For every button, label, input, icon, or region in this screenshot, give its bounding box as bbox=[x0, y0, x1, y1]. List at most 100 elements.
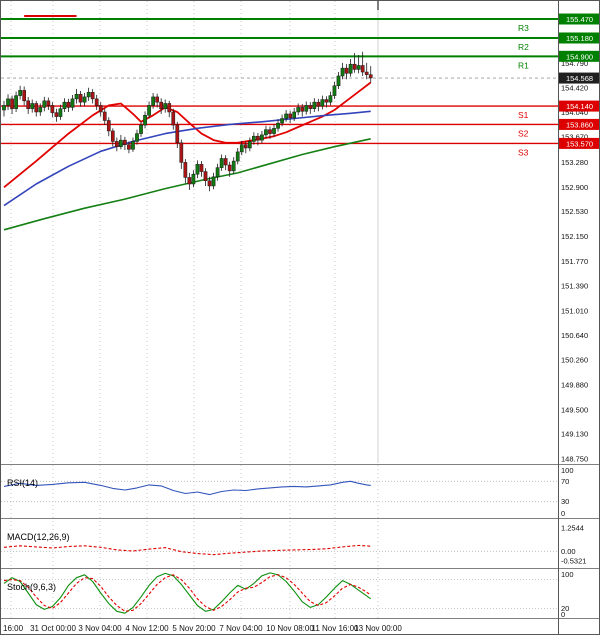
price-axis-label: 151.010 bbox=[561, 307, 588, 316]
candle-body bbox=[147, 105, 151, 116]
candle-body bbox=[348, 63, 353, 74]
time-axis-label: 4 Nov 12:00 bbox=[125, 624, 169, 633]
candle-body bbox=[284, 113, 288, 119]
candle-body bbox=[227, 164, 232, 172]
indicator-line bbox=[3, 544, 371, 556]
price-badge bbox=[559, 118, 599, 130]
candle-body bbox=[26, 100, 31, 109]
candle-body bbox=[312, 101, 317, 109]
indicator-axis-label: 30 bbox=[561, 497, 569, 506]
ma-slow-green bbox=[3, 138, 371, 231]
candle-body bbox=[135, 133, 139, 142]
candle-body bbox=[46, 100, 51, 106]
price-badge-text: 153.860 bbox=[566, 120, 593, 129]
candle-body bbox=[272, 128, 276, 134]
candle-body bbox=[320, 99, 325, 107]
candle-body bbox=[10, 98, 14, 109]
candle-body bbox=[119, 139, 123, 147]
price-axis-label: 154.420 bbox=[561, 83, 588, 92]
candle-body bbox=[18, 90, 22, 96]
pivot-label-r2: R2 bbox=[518, 42, 529, 52]
time-axis-label: 5 Nov 20:00 bbox=[172, 624, 216, 633]
candle-body bbox=[308, 105, 313, 109]
candle-body bbox=[2, 105, 6, 111]
candle-body bbox=[195, 164, 200, 175]
candle-body bbox=[139, 124, 143, 134]
candle-body bbox=[70, 98, 75, 108]
candle-body bbox=[14, 95, 18, 109]
candle-body bbox=[183, 162, 188, 178]
candle-body bbox=[143, 115, 147, 126]
candle-body bbox=[127, 144, 131, 150]
ma-mid-blue bbox=[3, 110, 371, 207]
candle-body bbox=[280, 118, 284, 124]
price-axis-label: 152.900 bbox=[561, 183, 588, 192]
candle-body bbox=[155, 96, 159, 103]
candle-body bbox=[171, 111, 176, 126]
candle-body bbox=[163, 103, 168, 109]
candle-body bbox=[256, 135, 260, 141]
price-axis-label: 154.790 bbox=[561, 59, 588, 68]
indicator-axis-label: 0.00 bbox=[561, 547, 576, 556]
price-axis-label: 150.640 bbox=[561, 331, 588, 340]
price-badge bbox=[559, 72, 599, 84]
candle-body bbox=[199, 164, 204, 172]
candle-body bbox=[114, 141, 119, 147]
indicator-axis-label: 100 bbox=[561, 570, 574, 579]
candle-body bbox=[167, 103, 172, 113]
candle-body bbox=[106, 120, 111, 132]
candle-body bbox=[110, 130, 115, 142]
candle-body bbox=[252, 135, 256, 142]
price-badge-text: 153.570 bbox=[566, 139, 593, 148]
indicator-axis-label: 0 bbox=[561, 610, 565, 619]
price-badge bbox=[559, 32, 599, 44]
time-axis-label: 3 Nov 04:00 bbox=[78, 624, 122, 633]
candle-body bbox=[304, 105, 309, 112]
time-axis-label: 10 Nov 08:00 bbox=[266, 624, 314, 633]
price-badge-text: 154.568 bbox=[566, 74, 593, 83]
candle-body bbox=[54, 112, 59, 117]
ma-fast-red bbox=[3, 81, 372, 188]
price-badge bbox=[559, 50, 599, 62]
candle-body bbox=[223, 158, 228, 166]
candle-body bbox=[6, 98, 10, 106]
candle-body bbox=[98, 105, 103, 113]
price-axis-label: 154.040 bbox=[561, 108, 588, 117]
candle-body bbox=[187, 177, 192, 185]
candle-body bbox=[50, 105, 55, 113]
candle-body bbox=[324, 99, 329, 103]
candle-body bbox=[94, 98, 99, 106]
candle-body bbox=[268, 129, 272, 134]
indicator-axis-label: 0 bbox=[561, 509, 565, 518]
candle-body bbox=[86, 92, 91, 98]
candle-body bbox=[82, 96, 87, 103]
time-axis-label: 7 Nov 04:00 bbox=[219, 624, 263, 633]
indicator-axis-label: 100 bbox=[561, 466, 574, 475]
candle-body bbox=[30, 103, 35, 109]
candle-body bbox=[276, 122, 280, 129]
candle-body bbox=[360, 65, 365, 73]
candle-body bbox=[207, 180, 212, 187]
indicator-line bbox=[3, 572, 372, 614]
price-badge-text: 154.140 bbox=[566, 102, 593, 111]
price-axis-label: 149.130 bbox=[561, 430, 588, 439]
price-badge-text: 155.180 bbox=[566, 34, 593, 43]
candle-body bbox=[58, 108, 63, 117]
pivot-label-r1: R1 bbox=[518, 60, 529, 70]
candle-body bbox=[102, 111, 107, 121]
time-axis-label: 16:00 bbox=[3, 624, 24, 633]
pivot-label-s2: S2 bbox=[518, 128, 529, 138]
candle-body bbox=[300, 107, 305, 112]
candle-body bbox=[123, 139, 127, 145]
candle-body bbox=[131, 141, 135, 150]
candle-body bbox=[42, 100, 47, 108]
candle-body bbox=[352, 63, 357, 70]
candle-body bbox=[316, 101, 321, 107]
candle-body bbox=[336, 75, 341, 87]
candle-body bbox=[288, 113, 292, 119]
indicator-line bbox=[3, 574, 372, 612]
price-badge bbox=[559, 13, 599, 25]
price-axis-label: 151.770 bbox=[561, 257, 588, 266]
candle-body bbox=[292, 111, 297, 119]
